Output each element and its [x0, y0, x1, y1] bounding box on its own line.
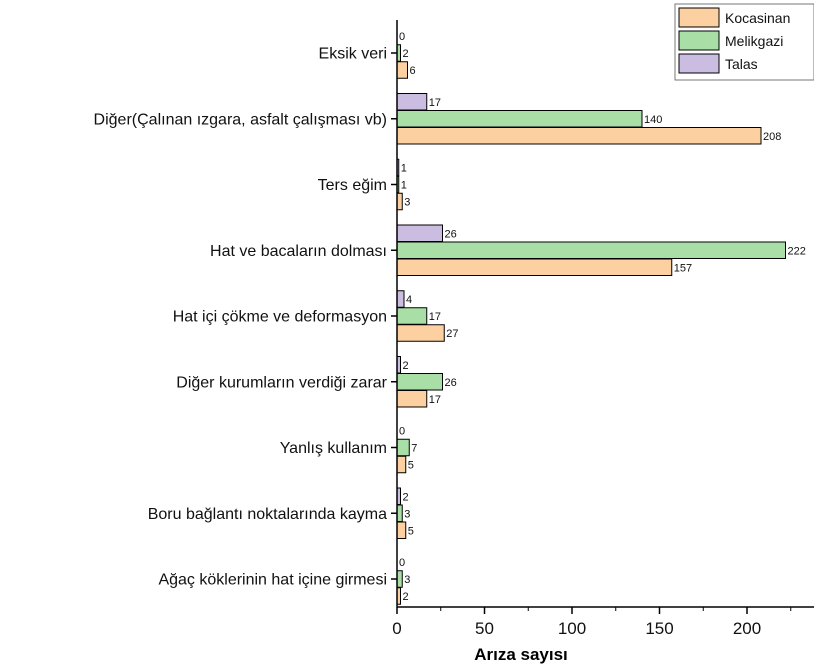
- value-label-kocasinan-5: 17: [429, 394, 441, 406]
- bar-melikgazi-4: [396, 307, 428, 325]
- category-label-8: Ağaç köklerinin hat içine girmesi: [158, 572, 387, 589]
- legend-swatch-melikgazi: [678, 30, 720, 51]
- x-tick-label-0: 0: [392, 619, 401, 638]
- value-label-kocasinan-8: 2: [403, 591, 409, 603]
- bar-kocasinan-0: [396, 61, 408, 79]
- value-label-kocasinan-0: 6: [410, 65, 416, 77]
- value-label-melikgazi-7: 3: [404, 508, 410, 520]
- bar-kocasinan-7: [396, 521, 407, 539]
- value-label-talas-0: 0: [399, 31, 405, 43]
- x-tick-label-4: 200: [733, 619, 761, 638]
- category-label-6: Yanlış kullanım: [280, 440, 387, 457]
- value-label-talas-5: 2: [403, 360, 409, 372]
- legend-label-melikgazi: Melikgazi: [725, 33, 783, 49]
- value-label-kocasinan-2: 3: [404, 197, 410, 209]
- value-label-talas-1: 17: [429, 97, 441, 109]
- value-label-kocasinan-4: 27: [446, 328, 458, 340]
- category-label-4: Hat içi çökme ve deformasyon: [173, 309, 387, 326]
- legend-swatch-kocasinan: [678, 7, 720, 28]
- value-label-kocasinan-3: 157: [674, 262, 692, 274]
- bar-melikgazi-6: [396, 438, 410, 457]
- value-label-talas-3: 26: [445, 228, 457, 240]
- value-label-melikgazi-8: 3: [404, 574, 410, 586]
- bar-talas-3: [396, 224, 443, 242]
- x-axis-title: Arıza sayısı: [474, 645, 568, 664]
- category-label-3: Hat ve bacaların dolması: [210, 243, 387, 260]
- bars-layer: 6 208 3 157 27 17 5 5 2 2 140 1 222 17 26 7 3 3 0 17 1 26 4 2 0 2…: [396, 31, 806, 605]
- value-label-melikgazi-0: 2: [403, 48, 409, 60]
- legend-label-kocasinan: Kocasinan: [725, 10, 790, 26]
- category-label-1: Diğer(Çalınan ızgara, asfalt çalışması v…: [94, 111, 387, 128]
- legend-label-talas: Talas: [725, 56, 758, 72]
- x-tick-label-1: 50: [475, 619, 494, 638]
- bar-talas-1: [396, 93, 428, 111]
- bar-talas-4: [396, 290, 405, 308]
- value-label-kocasinan-6: 5: [408, 460, 414, 472]
- value-label-talas-6: 0: [399, 426, 405, 438]
- value-label-talas-7: 2: [403, 491, 409, 503]
- value-label-melikgazi-6: 7: [411, 443, 417, 455]
- bar-kocasinan-2: [396, 192, 403, 211]
- category-label-5: Diğer kurumların verdiği zarar: [176, 374, 387, 391]
- bar-melikgazi-1: [396, 110, 643, 128]
- value-label-talas-8: 0: [399, 557, 405, 569]
- value-label-talas-4: 4: [406, 294, 412, 306]
- value-label-talas-2: 1: [401, 163, 407, 175]
- bar-melikgazi-5: [396, 373, 443, 391]
- bar-kocasinan-1: [396, 127, 762, 145]
- axes-layer: Eksik veri Diğer(Çalınan ızgara, asfalt ç…: [94, 20, 814, 664]
- legend: Kocasinan Melikgazi Talas: [674, 3, 814, 81]
- category-label-2: Ters eğim: [318, 177, 387, 194]
- bar-kocasinan-4: [396, 324, 445, 342]
- category-label-7: Boru bağlantı noktalarında kayma: [148, 506, 387, 523]
- legend-swatch-talas: [678, 53, 720, 74]
- bar-kocasinan-3: [396, 258, 673, 276]
- value-label-kocasinan-1: 208: [763, 131, 781, 143]
- bar-kocasinan-5: [396, 390, 428, 408]
- bar-melikgazi-8: [396, 570, 403, 588]
- value-label-kocasinan-7: 5: [408, 525, 414, 537]
- category-label-0: Eksik veri: [319, 46, 387, 63]
- value-label-melikgazi-1: 140: [644, 114, 662, 126]
- value-label-melikgazi-2: 1: [401, 180, 407, 192]
- bar-melikgazi-3: [396, 241, 786, 259]
- bar-melikgazi-7: [396, 504, 403, 522]
- value-label-melikgazi-5: 26: [445, 377, 457, 389]
- x-tick-label-3: 150: [645, 619, 673, 638]
- bar-kocasinan-6: [396, 455, 407, 474]
- value-label-melikgazi-4: 17: [429, 311, 441, 323]
- value-label-melikgazi-3: 222: [788, 245, 806, 257]
- x-tick-label-2: 100: [558, 619, 586, 638]
